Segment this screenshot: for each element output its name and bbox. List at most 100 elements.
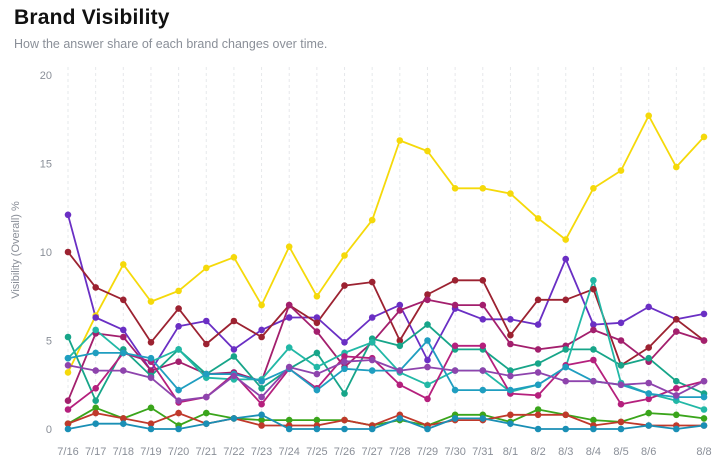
data-point[interactable]	[175, 346, 182, 353]
data-point[interactable]	[341, 416, 348, 424]
data-point[interactable]	[285, 301, 293, 309]
data-point[interactable]	[673, 392, 680, 399]
data-point[interactable]	[700, 422, 708, 429]
data-point[interactable]	[258, 393, 265, 401]
data-point[interactable]	[617, 400, 625, 408]
data-point[interactable]	[313, 416, 321, 424]
data-point[interactable]	[396, 342, 404, 350]
data-point[interactable]	[451, 185, 459, 192]
data-point[interactable]	[258, 333, 265, 341]
data-point[interactable]	[617, 381, 625, 389]
data-point[interactable]	[341, 390, 348, 397]
data-point[interactable]	[479, 185, 487, 192]
data-point[interactable]	[147, 374, 155, 382]
data-point[interactable]	[368, 339, 376, 346]
data-point[interactable]	[120, 420, 127, 428]
data-point[interactable]	[562, 255, 569, 263]
data-point[interactable]	[673, 411, 680, 419]
data-point[interactable]	[617, 337, 625, 344]
data-point[interactable]	[673, 163, 680, 171]
data-point[interactable]	[175, 323, 182, 330]
data-point[interactable]	[285, 344, 293, 351]
data-point[interactable]	[617, 167, 625, 174]
data-point[interactable]	[396, 301, 404, 309]
data-point[interactable]	[562, 346, 569, 353]
data-point[interactable]	[451, 386, 459, 394]
data-point[interactable]	[507, 340, 514, 348]
data-point[interactable]	[120, 326, 127, 334]
data-point[interactable]	[175, 305, 182, 312]
data-point[interactable]	[341, 252, 348, 259]
data-point[interactable]	[424, 291, 431, 298]
data-point[interactable]	[92, 404, 99, 412]
data-point[interactable]	[645, 390, 652, 397]
data-point[interactable]	[700, 415, 708, 422]
data-point[interactable]	[230, 253, 238, 261]
data-point[interactable]	[590, 326, 597, 334]
data-point[interactable]	[424, 337, 431, 344]
data-point[interactable]	[424, 363, 431, 371]
data-point[interactable]	[285, 416, 293, 424]
data-point[interactable]	[590, 346, 597, 353]
data-point[interactable]	[507, 367, 514, 374]
data-point[interactable]	[258, 422, 265, 429]
data-point[interactable]	[175, 425, 182, 433]
data-point[interactable]	[396, 307, 404, 314]
data-point[interactable]	[64, 362, 72, 369]
data-point[interactable]	[534, 346, 542, 353]
data-point[interactable]	[396, 381, 404, 389]
data-point[interactable]	[700, 310, 708, 318]
data-point[interactable]	[258, 326, 265, 334]
data-point[interactable]	[341, 282, 348, 289]
data-point[interactable]	[534, 296, 542, 304]
data-point[interactable]	[673, 377, 680, 385]
data-point[interactable]	[424, 381, 431, 389]
data-point[interactable]	[507, 190, 514, 197]
data-point[interactable]	[147, 298, 155, 305]
data-point[interactable]	[507, 331, 514, 339]
data-point[interactable]	[92, 349, 99, 357]
data-point[interactable]	[424, 147, 431, 155]
data-point[interactable]	[313, 363, 321, 371]
data-point[interactable]	[120, 296, 127, 304]
data-point[interactable]	[92, 326, 99, 334]
data-point[interactable]	[203, 420, 210, 428]
data-point[interactable]	[562, 425, 569, 433]
data-point[interactable]	[64, 406, 72, 413]
data-point[interactable]	[147, 354, 155, 362]
data-point[interactable]	[534, 406, 542, 413]
data-point[interactable]	[92, 420, 99, 428]
data-point[interactable]	[479, 316, 487, 323]
data-point[interactable]	[562, 377, 569, 385]
data-point[interactable]	[562, 411, 569, 419]
data-point[interactable]	[341, 365, 348, 373]
data-point[interactable]	[175, 287, 182, 295]
data-point[interactable]	[92, 284, 99, 291]
data-point[interactable]	[368, 216, 376, 224]
data-point[interactable]	[645, 344, 652, 351]
data-point[interactable]	[424, 321, 431, 328]
data-point[interactable]	[230, 353, 238, 360]
data-point[interactable]	[645, 303, 652, 311]
data-point[interactable]	[451, 367, 459, 374]
data-point[interactable]	[203, 340, 210, 348]
data-point[interactable]	[534, 321, 542, 328]
data-point[interactable]	[120, 349, 127, 357]
data-point[interactable]	[120, 333, 127, 341]
data-point[interactable]	[479, 386, 487, 394]
data-point[interactable]	[645, 112, 652, 119]
data-point[interactable]	[341, 358, 348, 366]
data-point[interactable]	[673, 385, 680, 392]
data-point[interactable]	[424, 356, 431, 364]
data-point[interactable]	[175, 409, 182, 417]
data-point[interactable]	[230, 415, 238, 422]
data-point[interactable]	[534, 360, 542, 367]
data-point[interactable]	[617, 319, 625, 327]
data-point[interactable]	[368, 425, 376, 433]
data-point[interactable]	[64, 369, 72, 376]
data-point[interactable]	[645, 409, 652, 417]
data-point[interactable]	[313, 370, 321, 378]
data-point[interactable]	[147, 425, 155, 433]
data-point[interactable]	[645, 379, 652, 387]
data-point[interactable]	[313, 386, 321, 394]
